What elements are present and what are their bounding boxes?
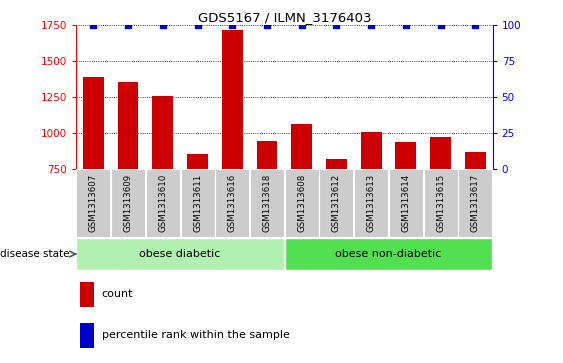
Bar <box>80 282 95 307</box>
Bar <box>361 131 382 276</box>
Bar <box>83 77 104 276</box>
Bar <box>80 323 95 348</box>
Text: obese non-diabetic: obese non-diabetic <box>336 249 441 259</box>
Point <box>193 23 202 28</box>
FancyBboxPatch shape <box>285 238 492 270</box>
Point <box>401 23 410 28</box>
Bar <box>118 82 138 276</box>
FancyBboxPatch shape <box>458 170 492 237</box>
Text: GSM1313615: GSM1313615 <box>436 174 445 232</box>
Text: GSM1313610: GSM1313610 <box>158 174 167 232</box>
Text: obese diabetic: obese diabetic <box>140 249 221 259</box>
FancyBboxPatch shape <box>77 238 284 270</box>
Text: disease state: disease state <box>0 249 75 259</box>
Point <box>227 23 237 28</box>
Text: GSM1313608: GSM1313608 <box>297 174 306 232</box>
Text: GSM1313612: GSM1313612 <box>332 174 341 232</box>
Text: GSM1313616: GSM1313616 <box>228 174 236 232</box>
Title: GDS5167 / ILMN_3176403: GDS5167 / ILMN_3176403 <box>198 11 371 24</box>
FancyBboxPatch shape <box>250 170 284 237</box>
FancyBboxPatch shape <box>389 170 423 237</box>
Point <box>297 23 306 28</box>
Bar <box>430 137 451 276</box>
FancyBboxPatch shape <box>215 170 249 237</box>
Point <box>89 23 98 28</box>
Bar <box>257 140 278 276</box>
Point <box>124 23 133 28</box>
Point <box>332 23 341 28</box>
FancyBboxPatch shape <box>285 170 319 237</box>
Text: GSM1313618: GSM1313618 <box>262 174 271 232</box>
Point <box>158 23 167 28</box>
FancyBboxPatch shape <box>146 170 180 237</box>
Text: count: count <box>102 289 133 299</box>
FancyBboxPatch shape <box>423 170 458 237</box>
Text: GSM1313609: GSM1313609 <box>124 174 132 232</box>
Text: GSM1313614: GSM1313614 <box>401 174 410 232</box>
Text: GSM1313613: GSM1313613 <box>367 174 376 232</box>
Text: GSM1313611: GSM1313611 <box>193 174 202 232</box>
Point <box>262 23 271 28</box>
Bar <box>222 30 243 276</box>
FancyBboxPatch shape <box>111 170 145 237</box>
Bar <box>291 125 312 276</box>
Bar <box>153 96 173 276</box>
Bar <box>326 159 347 276</box>
Bar <box>187 154 208 276</box>
Text: GSM1313607: GSM1313607 <box>89 174 98 232</box>
Point <box>471 23 480 28</box>
FancyBboxPatch shape <box>319 170 354 237</box>
Point <box>367 23 376 28</box>
Text: GSM1313617: GSM1313617 <box>471 174 480 232</box>
FancyBboxPatch shape <box>354 170 388 237</box>
FancyBboxPatch shape <box>181 170 215 237</box>
Bar <box>465 152 486 276</box>
Text: percentile rank within the sample: percentile rank within the sample <box>102 330 289 340</box>
FancyBboxPatch shape <box>77 170 110 237</box>
Point <box>436 23 445 28</box>
Bar <box>395 142 416 276</box>
